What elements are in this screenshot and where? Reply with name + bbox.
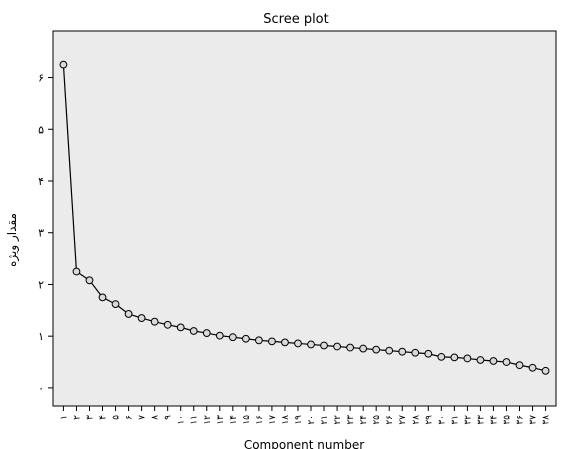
x-tick-label: ۳۱ bbox=[450, 415, 460, 425]
data-point bbox=[528, 363, 537, 372]
data-point bbox=[98, 293, 107, 302]
x-tick-label: ۵ bbox=[112, 415, 122, 420]
x-tick-label: ۳۵ bbox=[502, 415, 512, 425]
y-tick-label: ۴ bbox=[38, 175, 44, 188]
data-point bbox=[163, 320, 172, 329]
x-tick-label: ۲۷ bbox=[398, 415, 408, 425]
x-tick-label: ۱۴ bbox=[229, 415, 239, 425]
y-tick-label: ۶ bbox=[38, 72, 44, 85]
y-tick-label: ۵ bbox=[38, 123, 44, 136]
x-tick-label: ۷ bbox=[138, 415, 148, 420]
x-tick-label: ۲۶ bbox=[385, 415, 395, 425]
data-point bbox=[307, 340, 315, 349]
x-tick-label: ۱۳ bbox=[216, 415, 226, 425]
x-tick-label: ۲ bbox=[72, 415, 82, 420]
x-tick-label: ۸ bbox=[151, 415, 161, 420]
data-point bbox=[424, 349, 433, 358]
x-axis-title: Component number bbox=[244, 438, 364, 449]
x-tick-label: ۱۲ bbox=[203, 415, 213, 425]
data-point bbox=[463, 354, 472, 363]
x-tick-label: ۳۷ bbox=[529, 415, 539, 425]
x-tick-label: ۱۹ bbox=[294, 415, 304, 425]
data-point bbox=[476, 356, 485, 364]
x-tick-label: ۶ bbox=[125, 415, 135, 420]
data-point bbox=[254, 336, 263, 345]
data-point bbox=[411, 348, 420, 357]
data-point bbox=[268, 337, 276, 346]
y-axis-title: مقدار ویژه bbox=[5, 213, 20, 267]
x-tick-label: ۲۸ bbox=[411, 415, 421, 425]
data-point bbox=[450, 353, 459, 362]
x-tick-label: ۳۰ bbox=[437, 415, 447, 425]
chart-title: Scree plot bbox=[263, 12, 329, 27]
x-tick-label: ۱۷ bbox=[268, 415, 278, 425]
x-tick-label: ۲۳ bbox=[346, 415, 356, 425]
data-point bbox=[541, 366, 550, 375]
y-tick-label: ۱ bbox=[38, 330, 44, 343]
data-point bbox=[215, 331, 224, 340]
data-point bbox=[346, 343, 355, 352]
data-point bbox=[228, 333, 237, 342]
data-point bbox=[489, 357, 498, 365]
data-point bbox=[515, 361, 524, 370]
data-point bbox=[241, 334, 250, 343]
data-point bbox=[398, 347, 407, 356]
x-tick-label: ۳۸ bbox=[542, 415, 552, 425]
x-tick-label: ۲۴ bbox=[359, 415, 369, 425]
x-tick-label: ۱ bbox=[59, 415, 69, 420]
x-tick-label: ۱۱ bbox=[190, 415, 200, 425]
y-tick-label: ۳ bbox=[38, 227, 44, 240]
data-point bbox=[176, 323, 185, 332]
data-point bbox=[294, 339, 302, 348]
data-point bbox=[111, 300, 120, 309]
data-point bbox=[202, 329, 211, 337]
data-point bbox=[189, 327, 198, 335]
data-point bbox=[502, 358, 511, 366]
data-point bbox=[359, 344, 368, 353]
data-point bbox=[333, 342, 341, 351]
x-tick-label: ۲۱ bbox=[320, 415, 330, 425]
x-tick-label: ۱۵ bbox=[242, 415, 252, 425]
x-tick-label: ۲۰ bbox=[307, 415, 317, 425]
eigenvalue-series bbox=[59, 60, 550, 375]
data-point bbox=[385, 346, 394, 355]
y-tick-label: ۰ bbox=[38, 382, 44, 395]
x-tick-label: ۲۹ bbox=[424, 415, 434, 425]
data-point bbox=[59, 60, 68, 69]
data-point bbox=[124, 310, 133, 318]
x-tick-label: ۱۸ bbox=[281, 415, 291, 425]
data-point bbox=[150, 317, 159, 326]
data-point bbox=[72, 267, 81, 276]
x-tick-label: ۳۳ bbox=[476, 415, 486, 425]
data-point bbox=[372, 345, 381, 354]
data-point bbox=[85, 276, 94, 285]
data-point bbox=[437, 352, 446, 361]
plot-area bbox=[52, 30, 557, 407]
x-tick-label: ۱۶ bbox=[255, 415, 265, 425]
x-tick-label: ۴ bbox=[99, 415, 109, 420]
x-tick-label: ۳۲ bbox=[463, 415, 473, 425]
x-tick-label: ۱۰ bbox=[177, 415, 187, 425]
data-point bbox=[320, 341, 328, 350]
x-tick-label: ۳۶ bbox=[516, 415, 526, 425]
x-axis: ۱ ۲ ۳ ۴ ۵ ۶ ۷ ۸ ۹ ۱۰ ۱۱ ۱۲ ۱۳ ۱۴ ۱۵ ۱۶ ۱۷ ۱۸ ۱۹ ۲۰ ۲۱ ۲۲ ۲۳ ۲۴ ۲… bbox=[59, 406, 552, 425]
y-axis: ۰ ۱ ۲ ۳ ۴ ۵ ۶ bbox=[38, 72, 53, 395]
x-tick-label: ۲۲ bbox=[333, 415, 343, 425]
x-tick-label: ۳ bbox=[85, 415, 95, 420]
x-tick-label: ۹ bbox=[164, 415, 174, 420]
data-point bbox=[137, 314, 146, 322]
x-tick-label: ۳۴ bbox=[489, 415, 499, 425]
data-point bbox=[281, 338, 289, 347]
y-tick-label: ۲ bbox=[38, 278, 44, 291]
x-tick-label: ۲۵ bbox=[372, 415, 382, 425]
